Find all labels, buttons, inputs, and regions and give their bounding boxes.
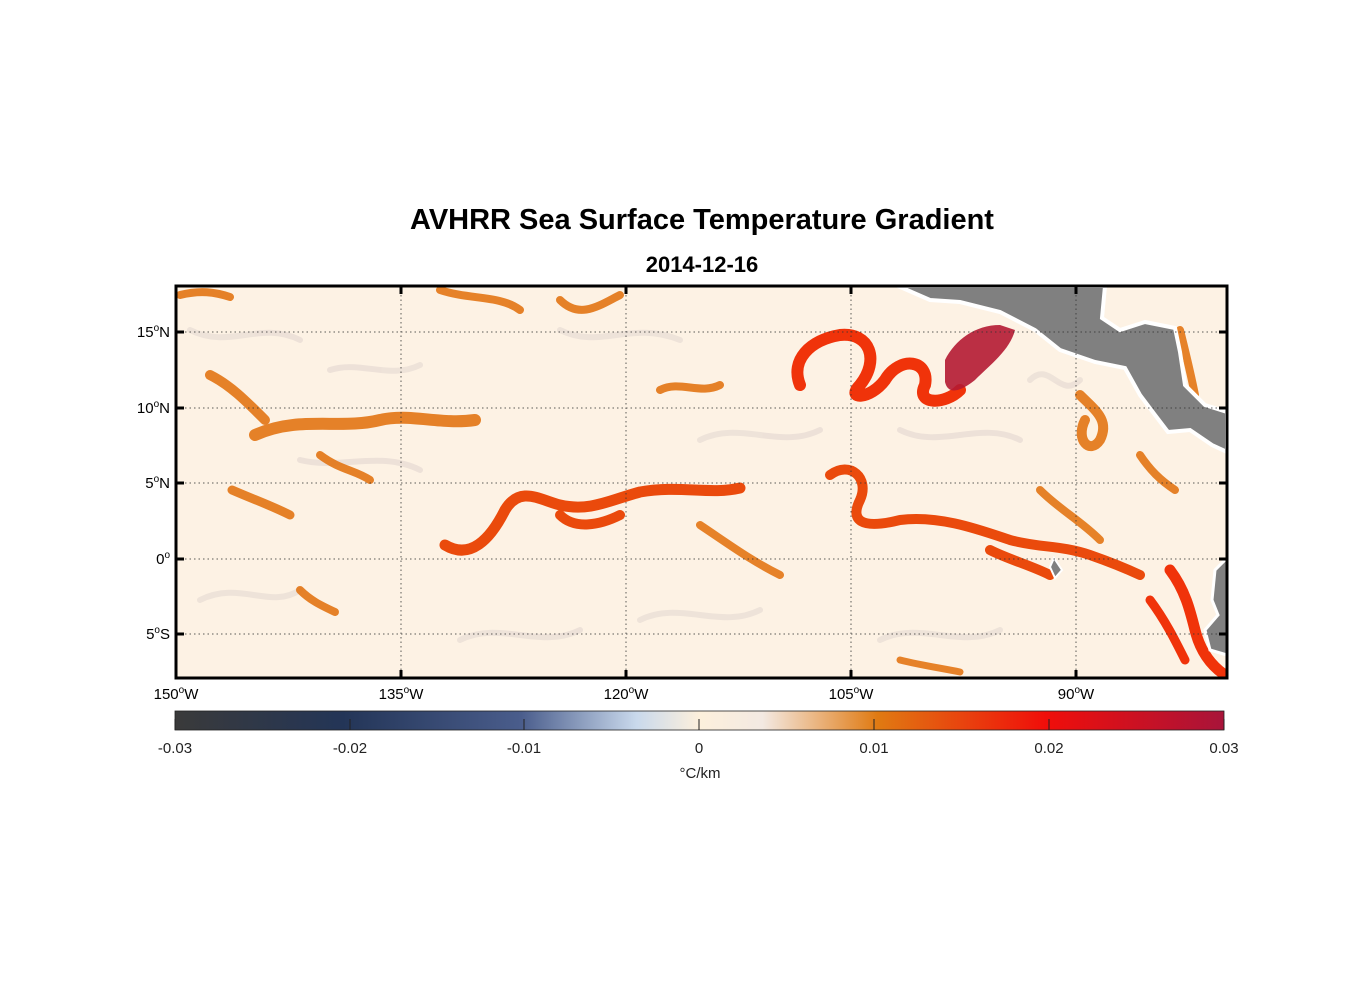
colorbar-tick-label: -0.03	[157, 740, 193, 757]
galapagos-land	[1048, 555, 1064, 580]
lat-label-15n: 15oN	[136, 323, 170, 342]
colorbar-tick-label: 0.03	[1209, 740, 1239, 757]
strong-gradient-core	[945, 325, 1015, 391]
lat-label-10n: 10oN	[136, 399, 170, 418]
south-america-land	[1203, 555, 1227, 657]
lon-label-135w: 135oW	[378, 685, 424, 704]
central-america-land	[897, 286, 1227, 455]
lat-label-0: 0o	[156, 550, 170, 569]
equatorial-front	[439, 464, 1145, 580]
map-subtitle: 2014-12-16	[645, 252, 759, 277]
lon-label-90w: 90oW	[1057, 685, 1095, 704]
colorbar-tick-label: -0.02	[332, 740, 368, 757]
lat-label-5n: 5oN	[145, 474, 170, 493]
coastal-fronts	[791, 328, 1227, 678]
colorbar-tick-label: -0.01	[506, 740, 542, 757]
frame-ticks	[176, 286, 1227, 678]
moderate-gradient-fronts	[176, 286, 1199, 676]
colorbar-tick-label: 0.02	[1034, 740, 1064, 757]
map-field	[176, 286, 1227, 678]
map-title: AVHRR Sea Surface Temperature Gradient	[410, 204, 994, 236]
lon-label-150w: 150oW	[153, 685, 199, 704]
colorbar-unit: °C/km	[679, 765, 721, 782]
lon-label-105w: 105oW	[828, 685, 874, 704]
weak-gradient-fronts	[187, 327, 1083, 643]
lat-label-5s: 5oS	[146, 625, 170, 644]
colorbar-tick-label: 0	[694, 740, 704, 757]
colorbar-ticks	[174, 719, 1225, 730]
colorbar-tick-label: 0.01	[859, 740, 889, 757]
lon-label-120w: 120oW	[603, 685, 649, 704]
